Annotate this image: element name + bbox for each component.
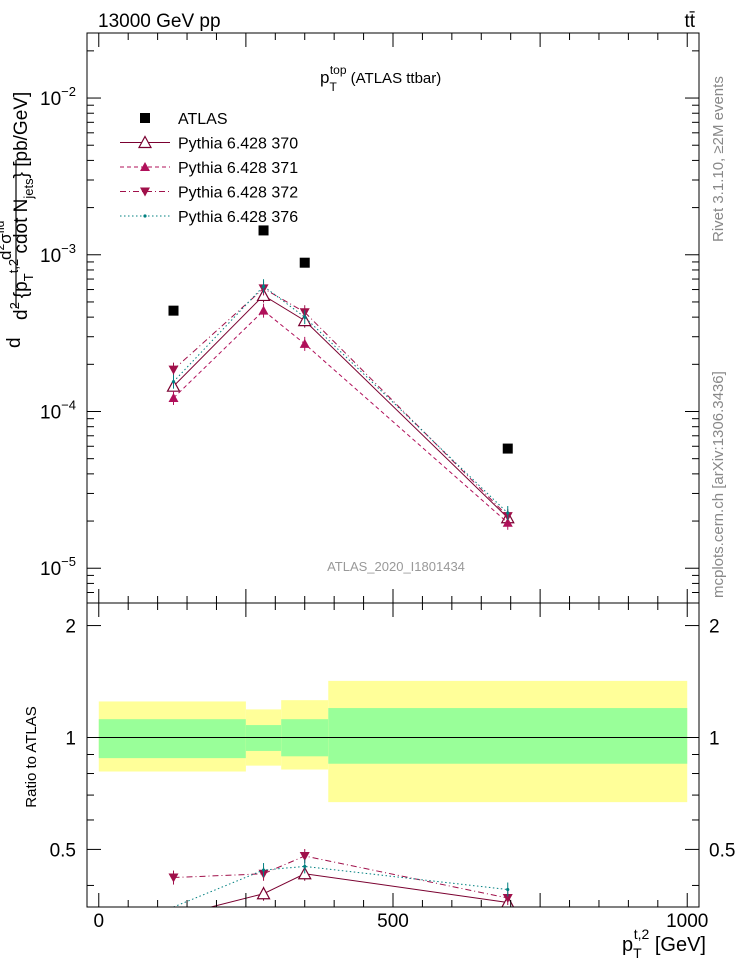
ratio-y-tick-label-right: 0.5 xyxy=(709,840,735,861)
ratio-y-tick-label: 1 xyxy=(65,728,76,749)
main-y-axis-label: d2{pTt,2 cdot Njets} [pb/GeV] d d2σfid xyxy=(0,92,36,348)
ratio-series-1 xyxy=(174,912,508,943)
ratio-band-green xyxy=(328,708,688,764)
legend-marker xyxy=(143,214,147,218)
ratio-point xyxy=(502,894,513,904)
ratio-point xyxy=(506,887,510,892)
ratio-y-tick-label-right: 1 xyxy=(709,728,720,749)
svg-text:d: d xyxy=(4,337,25,348)
data-point xyxy=(168,392,179,402)
svg-text:d2{pTt,2 cdot Njets} [pb/GeV]: d2{pTt,2 cdot Njets} [pb/GeV] xyxy=(6,92,36,320)
legend-marker xyxy=(140,113,150,123)
ratio-y-axis-label: Ratio to ATLAS xyxy=(23,706,40,807)
ratio-panel: 0.5 0.5 1 1 2 2 0 500 1000 Ratio to ATLAS pTt,2… xyxy=(23,602,735,961)
series-line xyxy=(173,287,509,517)
main-panel: 10−5 10−4 10−3 10−2 pTtop (ATLAS ttbar) ATL… xyxy=(0,32,700,604)
ratio-y-tick-label: 2 xyxy=(65,617,76,638)
energy-label: 13000 GeV pp xyxy=(98,11,221,32)
data-point xyxy=(258,225,269,236)
ratio-series-0 xyxy=(209,866,515,907)
ratio-point xyxy=(256,886,271,900)
process-label: tt̄ xyxy=(684,11,695,32)
legend-label: Pythia 6.428 372 xyxy=(178,185,298,202)
data-point xyxy=(303,315,307,319)
legend-label: Pythia 6.428 376 xyxy=(178,209,298,226)
series-3 xyxy=(168,281,513,524)
data-point xyxy=(171,380,176,384)
legend-entry: Pythia 6.428 371 xyxy=(120,160,298,177)
chart-title: pTtop (ATLAS ttbar) xyxy=(320,63,441,94)
ratio-line xyxy=(173,855,508,899)
ratio-point xyxy=(303,864,307,869)
ratio-y-tick-label: 0.5 xyxy=(50,840,76,861)
data-point xyxy=(258,305,269,315)
ratio-line xyxy=(173,865,508,907)
ratio-series-2 xyxy=(168,849,513,906)
legend-entry: Pythia 6.428 376 xyxy=(120,209,298,226)
ratio-line xyxy=(209,873,508,907)
ratio-band-green xyxy=(98,719,246,759)
y-tick-label: 10−4 xyxy=(40,397,76,423)
x-axis-label: pTt,2 [GeV] xyxy=(622,926,706,961)
rivet-label: Rivet 3.1.10, ≥2M events xyxy=(710,76,727,242)
legend: ATLAS Pythia 6.428 370 Pythia 6.428 371 Pyt… xyxy=(120,111,298,226)
y-tick-label: 10−5 xyxy=(40,554,76,580)
legend-marker xyxy=(137,135,153,149)
legend-label: ATLAS xyxy=(178,111,228,128)
analysis-id: ATLAS_2020_I1801434 xyxy=(327,559,465,574)
series-line xyxy=(173,309,509,524)
data-point xyxy=(261,284,266,288)
series-line xyxy=(173,294,509,519)
x-tick-label: 0 xyxy=(93,911,104,932)
x-tick-label: 1000 xyxy=(666,911,708,932)
series-2 xyxy=(168,303,513,530)
legend-marker xyxy=(140,162,150,171)
data-point xyxy=(506,511,510,515)
series-4 xyxy=(171,279,510,521)
data-point xyxy=(168,305,179,316)
y-tick-label: 10−3 xyxy=(40,241,76,267)
y-tick-label: 10−2 xyxy=(40,84,76,110)
legend-label: Pythia 6.428 371 xyxy=(178,160,298,177)
ratio-point xyxy=(299,852,310,861)
ratio-series-3 xyxy=(173,859,510,907)
ratio-y-tick-label-right: 2 xyxy=(709,617,720,638)
legend-label: Pythia 6.428 370 xyxy=(178,136,298,153)
x-tick-label: 500 xyxy=(377,911,409,932)
series-1 xyxy=(166,288,515,525)
legend-marker xyxy=(140,187,150,197)
series-0 xyxy=(168,225,513,454)
svg-text:d2σfid: d2σfid xyxy=(0,221,15,260)
legend-entry: Pythia 6.428 372 xyxy=(120,185,298,202)
ratio-point xyxy=(261,868,266,872)
data-point xyxy=(299,338,310,348)
mcplots-label: mcplots.cern.ch [arXiv:1306.3436] xyxy=(710,371,727,598)
data-point xyxy=(502,443,513,454)
ratio-line xyxy=(174,912,508,943)
series-line xyxy=(173,285,509,514)
data-point xyxy=(299,257,310,268)
ratio-band-green xyxy=(245,725,282,751)
legend-entry: Pythia 6.428 370 xyxy=(120,135,298,153)
data-point xyxy=(168,365,179,375)
ratio-point xyxy=(168,873,179,883)
legend-entry: ATLAS xyxy=(140,111,228,128)
